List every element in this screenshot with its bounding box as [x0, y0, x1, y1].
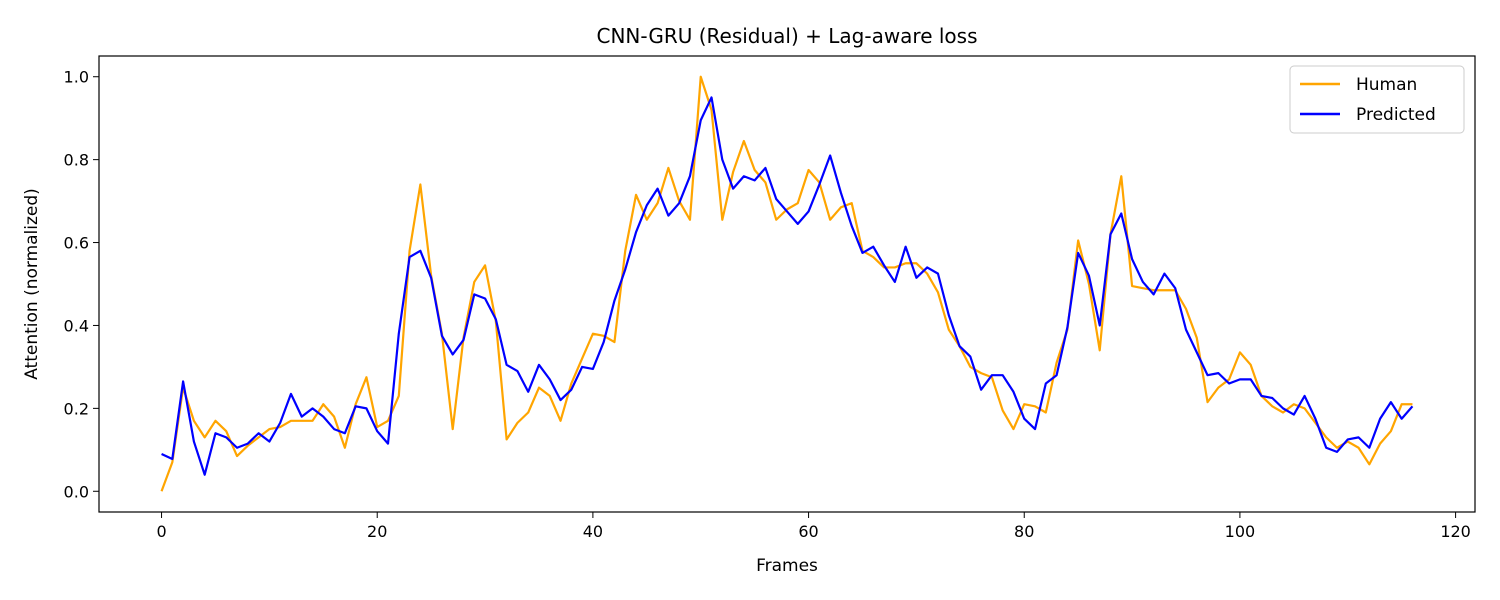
x-tick-label: 120	[1440, 522, 1471, 541]
plot-area	[160, 75, 1414, 492]
x-tick-label: 60	[798, 522, 818, 541]
legend-label-human: Human	[1356, 75, 1417, 95]
series-line-human	[160, 75, 1413, 492]
x-tick-label: 80	[1014, 522, 1034, 541]
axis-ticks: 0 20 40 60 80 100 120 0.0 0.2 0.4 0.6 0.8 1.0	[64, 68, 1471, 541]
chart-title: CNN-GRU (Residual) + Lag-aware loss	[596, 24, 977, 48]
plot-frame	[98, 55, 1476, 513]
y-tick-label: 0.6	[64, 234, 89, 253]
y-axis-title: Attention (normalized)	[22, 188, 42, 380]
x-tick-label: 100	[1225, 522, 1256, 541]
legend-label-predicted: Predicted	[1356, 105, 1436, 125]
x-axis-title: Frames	[756, 556, 818, 576]
legend-box	[1289, 65, 1465, 134]
series-line-predicted	[161, 96, 1414, 476]
x-tick-label: 0	[156, 522, 166, 541]
x-tick-label: 20	[367, 522, 387, 541]
y-tick-label: 1.0	[64, 68, 89, 87]
legend: Human Predicted	[1289, 65, 1465, 134]
y-tick-label: 0.0	[64, 482, 89, 501]
y-tick-label: 0.8	[64, 151, 89, 170]
x-tick-label: 40	[583, 522, 603, 541]
y-tick-label: 0.2	[64, 399, 89, 418]
y-tick-label: 0.4	[64, 316, 89, 335]
